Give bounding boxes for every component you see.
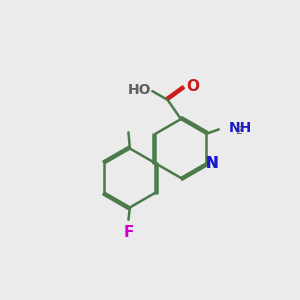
Text: 2: 2	[235, 126, 242, 136]
Text: N: N	[205, 156, 218, 171]
Text: NH: NH	[229, 121, 252, 135]
Text: HO: HO	[128, 82, 151, 97]
Text: N: N	[205, 156, 218, 171]
Text: F: F	[123, 225, 134, 240]
Text: O: O	[186, 79, 199, 94]
